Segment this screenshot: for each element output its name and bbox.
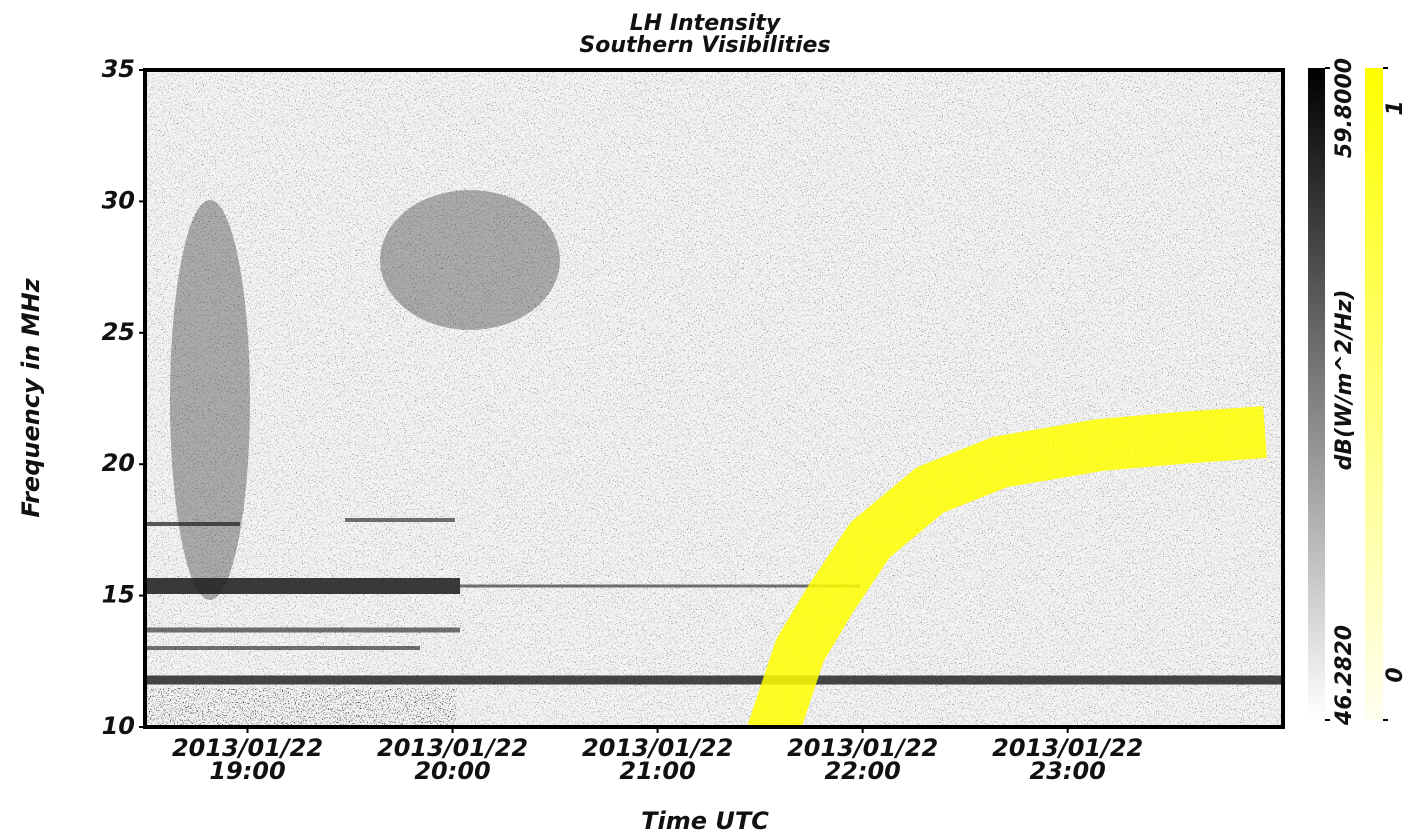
colorbar-tick-label: 0 xyxy=(1383,667,1408,682)
plot-frame xyxy=(143,68,1285,729)
overlay-mask xyxy=(746,406,1267,727)
colorbar xyxy=(1308,68,1325,720)
x-axis-label: Time UTC xyxy=(641,807,769,835)
colorbar-tick-label: 1 xyxy=(1383,100,1408,115)
spectrogram-image xyxy=(145,70,1283,727)
emission-lines xyxy=(145,518,1283,685)
x-tick-label: 2013/01/22 20:00 xyxy=(377,734,529,785)
x-tick-label: 2013/01/22 21:00 xyxy=(582,734,734,785)
y-axis-label: Frequency in MHz xyxy=(17,277,45,517)
colorbar-tick-label: 46.2820 xyxy=(1332,625,1357,726)
colorbar-label: dB(W/m^2/Hz) xyxy=(1332,290,1357,471)
y-tick-label: 20 xyxy=(102,449,135,477)
chart-title: LH Intensity xyxy=(630,11,782,36)
y-tick-label: 10 xyxy=(102,712,135,740)
noise-texture xyxy=(145,688,457,727)
overlay-colorbar xyxy=(1365,68,1383,720)
chart-subtitle: Southern Visibilities xyxy=(579,33,830,58)
y-tick-label: 25 xyxy=(102,318,135,346)
y-tick-label: 30 xyxy=(102,186,135,214)
noise-texture xyxy=(145,70,1283,727)
burst-region xyxy=(170,190,560,600)
x-tick-label: 2013/01/22 23:00 xyxy=(992,734,1144,785)
y-tick-label: 35 xyxy=(102,55,135,83)
x-tick-label: 2013/01/22 19:00 xyxy=(171,734,324,785)
x-tick-label: 2013/01/22 22:00 xyxy=(787,734,939,785)
colorbar-tick-label: 59.8000 xyxy=(1332,58,1357,158)
y-tick-label: 15 xyxy=(102,581,135,609)
